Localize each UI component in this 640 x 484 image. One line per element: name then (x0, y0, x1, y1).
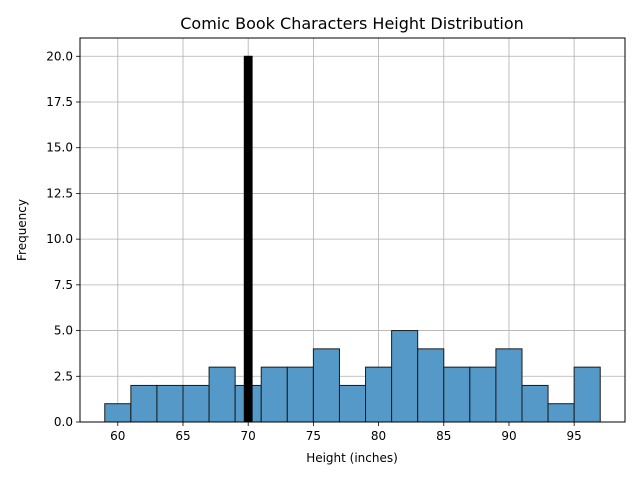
histogram-bar-series-0-bin-11 (391, 330, 419, 423)
histogram-bar-series-0-bin-10 (365, 366, 393, 423)
histogram-bar-series-0-bin-3 (182, 384, 210, 423)
histogram-bar-series-0-bin-17 (547, 403, 575, 423)
x-tick-label: 70 (241, 429, 256, 443)
y-tick-label: 0.0 (54, 415, 73, 429)
y-tick-label: 15.0 (46, 141, 73, 155)
plot-frame (79, 37, 626, 423)
histogram-bar-series-1-bin-0 (243, 55, 253, 423)
y-tick-label: 5.0 (54, 324, 73, 338)
histogram-bar-series-0-bin-13 (443, 366, 471, 423)
histogram-bar-series-0-bin-1 (130, 384, 158, 423)
histogram-bar-series-0-bin-4 (208, 366, 236, 423)
x-tick-label: 90 (501, 429, 516, 443)
y-tick-label: 10.0 (46, 232, 73, 246)
x-tick-label: 85 (436, 429, 451, 443)
histogram-bar-series-0-bin-18 (573, 366, 601, 423)
y-axis-ticks: 0.0 2.5 5.0 7.5 10.0 12.5 15.0 17.5 20.0 (46, 49, 80, 429)
histogram-bar-series-0-bin-14 (469, 366, 497, 423)
y-tick-label: 20.0 (46, 49, 73, 63)
histogram-bar-series-0-bin-15 (495, 348, 523, 423)
y-axis-label: Frequency (15, 199, 29, 261)
y-tick-label: 7.5 (54, 278, 73, 292)
histogram-bar-series-0-bin-8 (312, 348, 340, 423)
y-tick-label: 17.5 (46, 95, 73, 109)
histogram-bar-series-0-bin-16 (521, 384, 549, 423)
x-tick-label: 95 (567, 429, 582, 443)
x-tick-label: 75 (306, 429, 321, 443)
chart-title: Comic Book Characters Height Distributio… (180, 14, 524, 33)
histogram-bar-series-0-bin-6 (260, 366, 288, 423)
y-tick-label: 2.5 (54, 369, 73, 383)
x-tick-label: 60 (110, 429, 125, 443)
x-tick-label: 65 (175, 429, 190, 443)
histogram-bar-series-0-bin-12 (417, 348, 445, 423)
x-axis-label: Height (inches) (306, 451, 398, 465)
x-tick-label: 80 (371, 429, 386, 443)
histogram-bar-series-0-bin-2 (156, 384, 184, 423)
x-axis-ticks: 60 65 70 75 80 85 90 95 (110, 422, 582, 443)
histogram-bar-series-0-bin-7 (286, 366, 314, 423)
histogram-bar-series-0-bin-9 (338, 384, 367, 423)
y-tick-label: 12.5 (46, 186, 73, 200)
histogram-bar-series-0-bin-0 (104, 403, 132, 423)
